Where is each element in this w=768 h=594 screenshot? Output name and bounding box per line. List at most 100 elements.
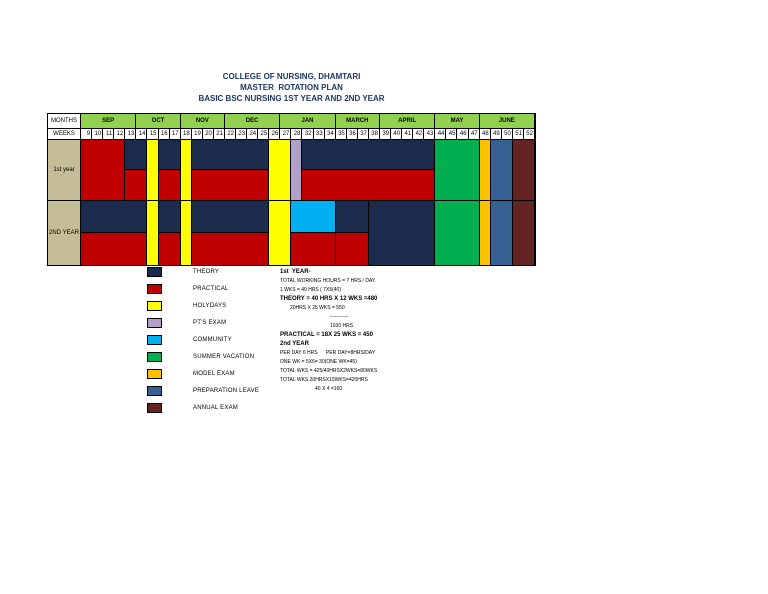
segment-annual-exam (512, 140, 535, 200)
segment-theory (81, 201, 148, 233)
legend-label-annual-exam: ANNUAL EXAM (193, 405, 238, 411)
rotation-plan-table: MONTHS SEP OCT NOV DEC JAN MARCH APRIL MAY JUNE … (47, 113, 536, 266)
legend-label-model-exam: MODEL EXAM (193, 371, 235, 377)
week-cell-36: 36 (347, 129, 358, 139)
week-cell-24: 24 (247, 129, 259, 139)
week-cell-21: 21 (214, 129, 225, 139)
segment-practical (81, 140, 126, 200)
note-line-5: ----------- (330, 314, 349, 320)
week-cell-38: 38 (369, 129, 380, 139)
segment-model-exam (479, 140, 491, 200)
legend-swatch-pts-exam (147, 318, 162, 328)
week-cell-41: 41 (402, 129, 414, 139)
calculation-notes: 1st YEAR- TOTAL WORKING HOURS = 7 HRS / D… (280, 268, 450, 394)
segment-holydays (180, 140, 192, 200)
segment-practical (81, 233, 148, 265)
row-2nd-year: 2ND YEAR (48, 201, 535, 265)
segment-practical (191, 233, 270, 265)
week-cell-51: 51 (513, 129, 524, 139)
row-grid-2nd-year (81, 201, 535, 265)
week-cell-49: 49 (491, 129, 502, 139)
segment-annual-exam (512, 201, 535, 265)
segment-practical (335, 233, 369, 265)
weeks-header-row: WEEKS 9 10 11 12 13 14 15 16 17 18 19 20 21 22 23 24 25 2… (48, 129, 535, 140)
month-cell-june: JUNE (479, 114, 535, 128)
note-line-11: TOTAL WKS = 425/40HRSX2WKS=80WKS (280, 368, 378, 374)
week-cell-13: 13 (125, 129, 137, 139)
week-cell-26: 26 (269, 129, 281, 139)
week-cell-16: 16 (159, 129, 170, 139)
note-line-3: THEORY = 40 HRS X 12 WKS =480 (280, 296, 378, 302)
legend: THEORY PRACTICAL HOLYDAYS PT'S EXAM COMMUNIT… (147, 267, 259, 420)
week-cell-43: 43 (424, 129, 436, 139)
legend-swatch-holydays (147, 301, 162, 311)
segment-practical (291, 233, 336, 265)
legend-label-holydays: HOLYDAYS (193, 303, 227, 309)
segment-summer-vacation (435, 140, 480, 200)
segment-practical (158, 233, 181, 265)
legend-swatch-practical (147, 284, 162, 294)
note-line-2: 1 WKS = 40 HRS ( 7X5(40) (280, 287, 341, 293)
segment-practical (191, 170, 270, 200)
week-cell-37: 37 (358, 129, 369, 139)
legend-item-summer-vacation: SUMMER VACATION (147, 352, 259, 362)
note-line-6: 1030 HRS (330, 323, 354, 329)
note-line-9: PER DAY 6 HRS PER DAY=8HRS/DAY (280, 350, 376, 356)
legend-label-theory: THEORY (193, 269, 220, 275)
month-cell-sep: SEP (81, 114, 137, 128)
month-cell-dec: DEC (224, 114, 281, 128)
segment-holydays (269, 140, 292, 200)
week-cell-14: 14 (136, 129, 148, 139)
note-line-0: 1st YEAR- (280, 269, 311, 275)
legend-item-theory: THEORY (147, 267, 259, 277)
week-cell-9: 9 (81, 129, 93, 139)
week-cell-17: 17 (170, 129, 181, 139)
month-cell-march: MARCH (335, 114, 380, 128)
week-cell-19: 19 (192, 129, 203, 139)
segment-community (291, 201, 336, 233)
week-cell-10: 10 (92, 129, 104, 139)
segment-theory (191, 201, 270, 233)
legend-item-preparation-leave: PREPARATION LEAVE (147, 386, 259, 396)
week-cell-45: 45 (446, 129, 458, 139)
row-label-1st-year: 1st year (48, 140, 81, 200)
segment-holydays (180, 201, 192, 265)
week-cell-27: 27 (280, 129, 292, 139)
legend-item-community: COMMUNITY (147, 335, 259, 345)
note-line-1: TOTAL WORKING HOURS = 7 HRS / DAY. (280, 278, 376, 284)
week-cell-15: 15 (147, 129, 159, 139)
note-line-13: 40 X 4 =160 (315, 386, 343, 392)
segment-theory (191, 140, 270, 170)
week-cell-20: 20 (203, 129, 214, 139)
week-cell-32: 32 (302, 129, 314, 139)
months-header-row: MONTHS SEP OCT NOV DEC JAN MARCH APRIL MAY JUNE (48, 114, 535, 129)
week-cell-12: 12 (114, 129, 126, 139)
legend-swatch-theory (147, 267, 162, 277)
row-1st-year: 1st year (48, 140, 535, 201)
legend-item-annual-exam: ANNUAL EXAM (147, 403, 259, 413)
legend-swatch-preparation-leave (147, 386, 162, 396)
week-cell-35: 35 (336, 129, 347, 139)
week-cell-52: 52 (524, 129, 535, 139)
legend-label-preparation-leave: PREPARATION LEAVE (193, 388, 260, 394)
legend-label-practical: PRACTICAL (193, 286, 229, 292)
legend-label-summer-vacation: SUMMER VACATION (193, 354, 255, 360)
month-cell-april: APRIL (379, 114, 436, 128)
legend-swatch-model-exam (147, 369, 162, 379)
segment-practical (158, 170, 181, 200)
segment-holydays (147, 140, 159, 200)
segment-theory (368, 201, 436, 265)
week-cell-23: 23 (236, 129, 248, 139)
segment-theory (125, 140, 148, 170)
week-cell-39: 39 (380, 129, 392, 139)
legend-item-holydays: HOLYDAYS (147, 301, 259, 311)
segment-holydays (269, 201, 292, 265)
segment-model-exam (479, 201, 491, 265)
legend-swatch-summer-vacation (147, 352, 162, 362)
note-line-7: PRACTICAL = 18X 25 WKS = 450 (280, 332, 373, 338)
note-line-4: 20HRS X 25 WKS = 550 (290, 305, 345, 311)
legend-label-community: COMMUNITY (193, 337, 232, 343)
segment-pts-exam (291, 140, 303, 200)
note-line-8: 2nd YEAR (280, 341, 309, 347)
